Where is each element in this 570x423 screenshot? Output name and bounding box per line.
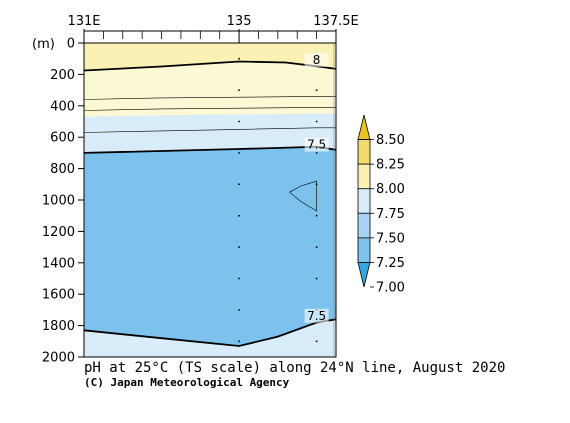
contour-line-6 — [289, 180, 317, 212]
y-tick-label-7: 1400 — [42, 256, 75, 271]
colorbar-label-5: 7.25 — [376, 256, 405, 271]
station-dot-0-1300 — [238, 246, 240, 249]
contour-line-4 — [84, 107, 336, 111]
y-tick-label-8: 1600 — [42, 288, 75, 303]
colorbar-label-6: 7.00 — [376, 281, 405, 296]
contour-label-bg-1 — [304, 137, 329, 152]
y-tick-label-2: 400 — [50, 99, 75, 114]
colorbar-swatch-5 — [357, 237, 371, 263]
band-2 — [84, 113, 336, 153]
y-tick-label-10: 2000 — [42, 351, 75, 366]
colorbar-swatch-3 — [357, 188, 371, 214]
station-dot-0-100 — [238, 57, 240, 60]
plot-area — [84, 43, 336, 357]
station-dot-0-1900 — [238, 340, 240, 343]
chart-title: pH at 25°C (TS scale) along 24°N line, A… — [84, 360, 505, 376]
contour-line-5 — [84, 127, 336, 133]
station-dot-1-1300 — [315, 246, 318, 249]
colorbar-swatch-6 — [357, 262, 371, 288]
y-tick-label-6: 1200 — [42, 225, 75, 240]
y-tick-label-3: 600 — [50, 131, 75, 146]
contour-label-0: 8 — [313, 53, 321, 67]
colorbar-swatch-2 — [357, 163, 371, 190]
station-dot-1-1100 — [315, 214, 318, 217]
y-axis-unit-label: (m) — [32, 37, 55, 52]
station-dot-1-900 — [315, 183, 318, 186]
colorbar-label-4: 7.50 — [376, 231, 405, 246]
band-4 — [84, 319, 336, 357]
station-dot-0-1100 — [238, 214, 240, 217]
colorbar-label-0: 8.50 — [376, 133, 405, 148]
station-dot-0-1500 — [238, 277, 240, 280]
colorbar-label-2: 8.00 — [376, 182, 405, 197]
y-tick-label-4: 800 — [50, 162, 75, 177]
contour-label-1: 7.5 — [307, 138, 326, 152]
colorbar-label-1: 8.25 — [376, 158, 405, 173]
station-dot-1-1500 — [315, 277, 318, 280]
x-tick-label-1: 135 — [227, 14, 252, 29]
colorbar-swatch-1 — [357, 139, 371, 165]
colorbar-label-3: 7.75 — [376, 207, 405, 222]
band-0 — [84, 43, 336, 71]
credit-text: (C) Japan Meteorological Agency — [84, 376, 290, 389]
station-dot-0-300 — [238, 89, 240, 91]
station-dot-0-900 — [238, 183, 240, 186]
y-tick-label-5: 1000 — [42, 194, 75, 209]
contour-line-3 — [84, 96, 336, 100]
station-dot-0-1700 — [238, 309, 240, 311]
x-tick-label-2: 137.5E — [313, 14, 358, 29]
station-dot-1-500 — [315, 120, 318, 123]
station-dot-1-700 — [315, 152, 318, 154]
colorbar-swatch-4 — [357, 212, 371, 239]
contour-label-2: 7.5 — [307, 309, 326, 323]
band-3 — [84, 146, 336, 346]
station-dot-0-700 — [238, 152, 240, 154]
contour-label-bg-0 — [304, 52, 329, 67]
colorbar-swatch-0 — [357, 114, 371, 140]
y-tick-label-1: 200 — [50, 68, 75, 83]
station-dot-1-1900 — [315, 340, 318, 343]
y-tick-label-0: 0 — [67, 37, 75, 52]
y-tick-label-9: 1800 — [42, 319, 75, 334]
station-dot-1-300 — [315, 89, 318, 91]
x-tick-label-0: 131E — [67, 14, 100, 29]
station-dot-0-500 — [238, 120, 240, 123]
band-1 — [84, 61, 336, 117]
contour-label-bg-2 — [304, 308, 329, 323]
